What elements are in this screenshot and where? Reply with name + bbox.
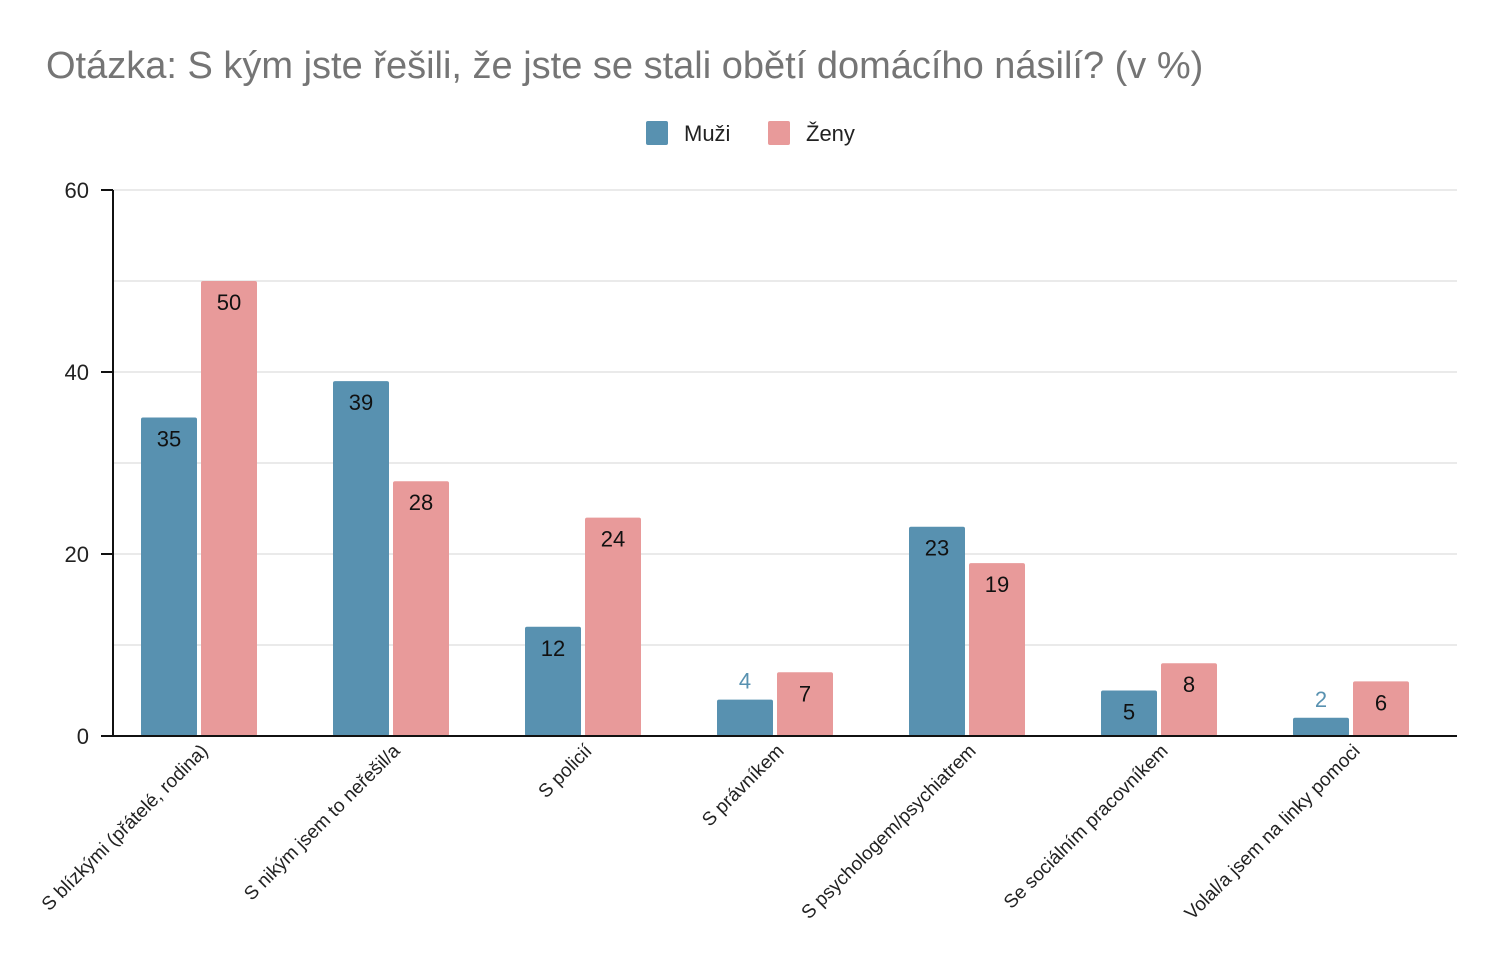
bar xyxy=(969,563,1025,736)
data-label: 28 xyxy=(409,490,433,515)
bar xyxy=(585,517,641,736)
data-label: 2 xyxy=(1315,687,1327,712)
bar xyxy=(141,417,197,736)
data-label: 39 xyxy=(349,390,373,415)
x-tick-label: S právníkem xyxy=(698,741,788,831)
bar xyxy=(1101,690,1157,736)
legend-label: Ženy xyxy=(806,121,855,146)
y-tick-label: 0 xyxy=(77,724,89,749)
bar xyxy=(909,526,965,736)
legend: Muži Ženy xyxy=(646,121,855,146)
legend-swatch xyxy=(646,121,668,145)
bars xyxy=(141,281,1409,736)
y-tick-label: 20 xyxy=(65,542,89,567)
data-label: 24 xyxy=(601,527,625,552)
legend-swatch xyxy=(768,121,790,145)
data-label: 19 xyxy=(985,572,1009,597)
data-label: 7 xyxy=(799,681,811,706)
x-tick-label: S psychologem/psychiatrem xyxy=(798,741,981,924)
x-tick-label: Volal/a jsem na linky pomoci xyxy=(1181,741,1365,925)
gridlines xyxy=(113,189,1457,646)
x-tick-label: S nikým jsem to neřešil/a xyxy=(240,740,404,904)
bar xyxy=(717,699,773,736)
y-tick-label: 40 xyxy=(65,360,89,385)
data-label: 4 xyxy=(739,669,751,694)
bar xyxy=(201,281,257,736)
x-tick-label: S policií xyxy=(535,740,597,802)
y-tick-label: 60 xyxy=(65,178,89,203)
data-label: 6 xyxy=(1375,690,1387,715)
bar xyxy=(333,381,389,736)
bar xyxy=(393,481,449,736)
data-label: 8 xyxy=(1183,672,1195,697)
axes: 0 20 40 60 xyxy=(65,178,1457,749)
data-label: 23 xyxy=(925,536,949,561)
legend-label: Muži xyxy=(684,121,730,146)
bar xyxy=(525,626,581,736)
data-label: 12 xyxy=(541,636,565,661)
data-label: 5 xyxy=(1123,700,1135,725)
bar xyxy=(1293,717,1349,736)
chart-title: Otázka: S kým jste řešili, že jste se st… xyxy=(46,45,1203,87)
x-tick-label: Se sociálním pracovníkem xyxy=(1000,741,1172,913)
bar xyxy=(1353,681,1409,736)
data-label: 35 xyxy=(157,427,181,452)
bar xyxy=(777,672,833,736)
x-tick-label: S blízkými (přátelé, rodina) xyxy=(38,741,213,916)
bar xyxy=(1161,663,1217,736)
data-label: 50 xyxy=(217,290,241,315)
